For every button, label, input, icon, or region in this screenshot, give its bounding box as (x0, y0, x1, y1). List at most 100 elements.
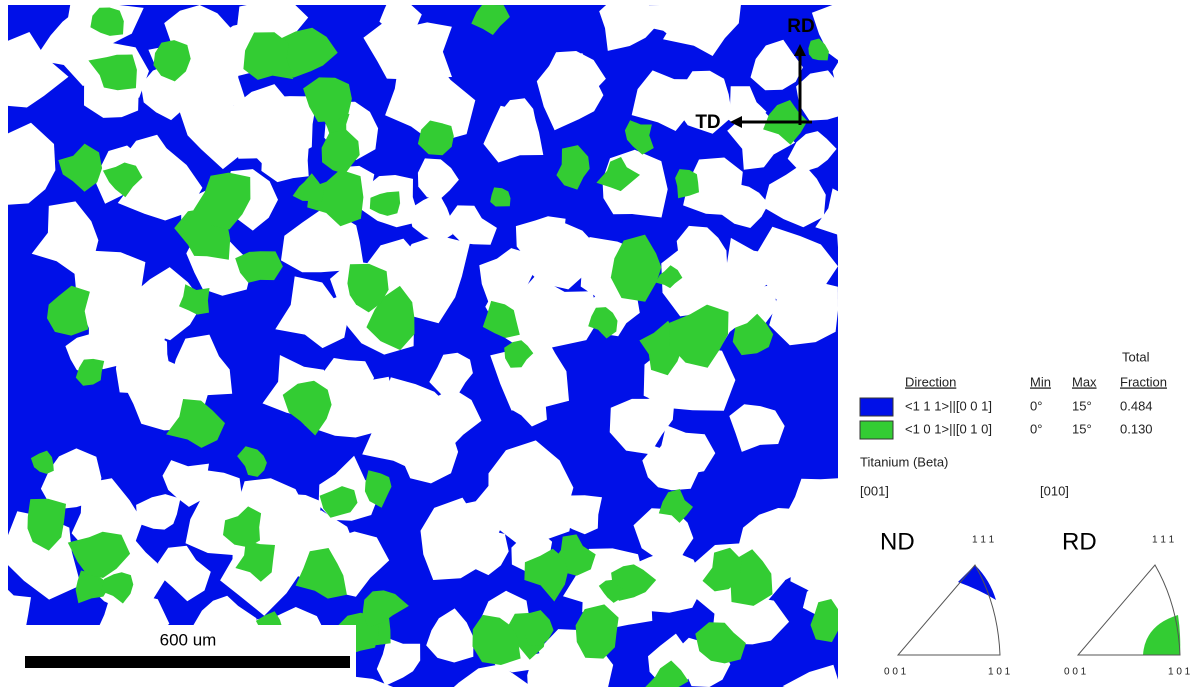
grain (757, 226, 838, 300)
swatch-green (859, 420, 894, 440)
grain (663, 5, 741, 56)
grain (319, 486, 358, 518)
grain (471, 5, 510, 35)
pole-direction: [010] (1040, 483, 1069, 498)
row-max: 15° (1072, 398, 1092, 413)
grain (292, 173, 324, 202)
grain (243, 32, 294, 80)
grain (520, 223, 599, 290)
grain (787, 131, 837, 173)
grain (261, 137, 309, 183)
grain (157, 545, 211, 602)
pole-region (958, 565, 996, 600)
grain (447, 205, 497, 245)
grain (88, 54, 137, 91)
grain (695, 622, 746, 664)
grain (8, 32, 69, 108)
grain (624, 120, 654, 155)
header-max: Max (1072, 374, 1097, 389)
grain (508, 384, 547, 427)
header-min: Min (1030, 374, 1051, 389)
grain (153, 40, 191, 82)
grain (304, 216, 364, 267)
grain (596, 157, 640, 192)
grain (750, 39, 803, 91)
td-arrowhead (730, 116, 742, 128)
grain (588, 307, 618, 339)
pole-direction: [001] (860, 483, 889, 498)
header-direction: Direction (905, 374, 956, 389)
grain (282, 380, 332, 436)
grain (275, 27, 338, 78)
header-fraction: Fraction (1120, 374, 1167, 389)
grain (166, 399, 225, 448)
grain (303, 77, 352, 122)
grain (495, 481, 574, 548)
grain (453, 664, 533, 687)
grain (417, 120, 454, 156)
grain (456, 530, 509, 576)
grain (631, 70, 697, 131)
grain (472, 614, 521, 665)
scale-bar: 600 um (8, 625, 356, 687)
pole-label: RD (1062, 528, 1097, 555)
grain (609, 393, 676, 455)
grain (75, 358, 105, 386)
grain (8, 511, 81, 600)
swatch-blue (859, 397, 894, 417)
grain (655, 265, 683, 289)
phase-name: Titanium (Beta) (860, 454, 948, 469)
grain (642, 446, 700, 491)
grain (385, 54, 476, 144)
grain (117, 148, 203, 221)
grain (517, 610, 554, 646)
grain (511, 275, 600, 350)
grain (702, 547, 742, 592)
rd-arrowhead (794, 44, 806, 56)
grain (429, 352, 473, 395)
grain (673, 70, 733, 134)
grain (763, 163, 826, 228)
grain (223, 506, 262, 548)
grain (90, 7, 124, 36)
corner-label: 1 1 1 (1152, 535, 1175, 546)
scale-bar-label: 600 um (160, 630, 217, 649)
row-min: 0° (1030, 421, 1042, 436)
grain (362, 590, 409, 628)
grain (307, 169, 364, 227)
grain (275, 276, 349, 349)
grain (808, 38, 829, 61)
ipf-triangle (896, 564, 1001, 656)
corner-label: 1 1 1 (972, 535, 995, 546)
ipf-triangle (1076, 564, 1181, 656)
row-max: 15° (1072, 421, 1092, 436)
header-total: Total (1122, 349, 1150, 364)
grain (75, 570, 111, 604)
grain (810, 599, 838, 643)
grain (556, 145, 590, 190)
grain (524, 548, 569, 602)
grain (369, 191, 401, 216)
grain (490, 187, 511, 207)
corner-label: 1 0 1 (1168, 667, 1191, 678)
grain (376, 637, 421, 686)
grain (235, 540, 275, 582)
grain (347, 263, 389, 313)
grain (136, 494, 181, 530)
grain (398, 235, 470, 324)
grain (323, 111, 350, 137)
grain (408, 193, 453, 244)
pole-label: ND (880, 528, 915, 555)
grain (179, 284, 210, 315)
grain (8, 122, 56, 205)
grain (364, 470, 392, 508)
grain (235, 251, 283, 283)
orientation-map (8, 5, 838, 687)
pole-region (1143, 615, 1181, 655)
grain (483, 105, 544, 163)
grain (102, 162, 143, 198)
grain (815, 188, 838, 248)
grain (417, 158, 459, 199)
grain (58, 143, 103, 192)
